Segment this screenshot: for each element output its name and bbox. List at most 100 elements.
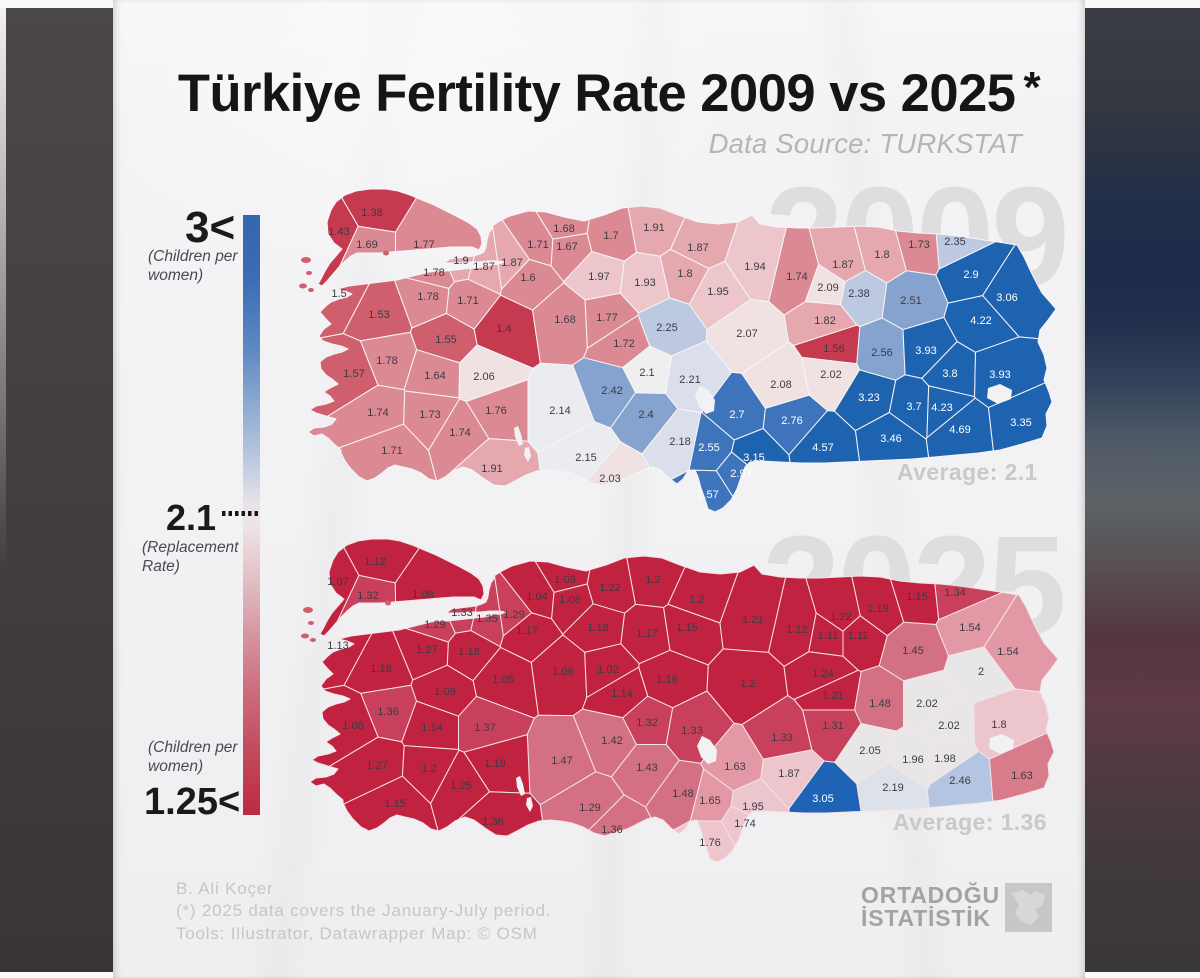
svg-text:1.38: 1.38 bbox=[361, 207, 382, 219]
svg-text:1.34: 1.34 bbox=[944, 587, 965, 599]
svg-text:1.36: 1.36 bbox=[482, 816, 503, 828]
svg-text:1.13: 1.13 bbox=[327, 640, 348, 652]
svg-text:4.57: 4.57 bbox=[812, 442, 833, 454]
svg-text:1.5: 1.5 bbox=[331, 288, 346, 300]
svg-text:2.21: 2.21 bbox=[679, 374, 700, 386]
svg-text:1.47: 1.47 bbox=[551, 755, 572, 767]
svg-text:2.1: 2.1 bbox=[639, 367, 654, 379]
svg-text:1.15: 1.15 bbox=[676, 622, 697, 634]
svg-text:2.76: 2.76 bbox=[781, 415, 802, 427]
svg-text:1.69: 1.69 bbox=[356, 239, 377, 251]
svg-text:3.7: 3.7 bbox=[906, 401, 921, 413]
svg-text:1.2: 1.2 bbox=[689, 594, 704, 606]
svg-text:1.95: 1.95 bbox=[707, 286, 728, 298]
svg-text:1.12: 1.12 bbox=[786, 624, 807, 636]
svg-text:1.8: 1.8 bbox=[874, 249, 889, 261]
svg-text:3.15: 3.15 bbox=[743, 452, 764, 464]
svg-text:1.06: 1.06 bbox=[342, 720, 363, 732]
svg-text:1.36: 1.36 bbox=[377, 706, 398, 718]
svg-text:1.21: 1.21 bbox=[822, 690, 843, 702]
svg-text:1.43: 1.43 bbox=[328, 226, 349, 238]
svg-text:1.22: 1.22 bbox=[599, 582, 620, 594]
svg-text:1.76: 1.76 bbox=[699, 837, 720, 849]
svg-text:3.8: 3.8 bbox=[942, 368, 957, 380]
svg-text:1.71: 1.71 bbox=[381, 445, 402, 457]
svg-text:1.18: 1.18 bbox=[587, 622, 608, 634]
svg-text:2.05: 2.05 bbox=[859, 745, 880, 757]
svg-text:2.51: 2.51 bbox=[900, 295, 921, 307]
svg-text:1.15: 1.15 bbox=[384, 798, 405, 810]
svg-text:2.02: 2.02 bbox=[938, 720, 959, 732]
svg-text:1.33: 1.33 bbox=[771, 732, 792, 744]
svg-text:1.42: 1.42 bbox=[601, 735, 622, 747]
svg-text:2.93: 2.93 bbox=[730, 468, 751, 480]
svg-text:1.48: 1.48 bbox=[869, 698, 890, 710]
svg-text:2.46: 2.46 bbox=[949, 775, 970, 787]
svg-text:1.74: 1.74 bbox=[786, 271, 807, 283]
svg-text:1.57: 1.57 bbox=[343, 368, 364, 380]
svg-text:1.18: 1.18 bbox=[458, 646, 479, 658]
svg-text:1.74: 1.74 bbox=[449, 427, 470, 439]
svg-text:1.74: 1.74 bbox=[367, 407, 388, 419]
svg-text:4.22: 4.22 bbox=[970, 315, 991, 327]
svg-text:2.56: 2.56 bbox=[871, 347, 892, 359]
svg-text:1.35: 1.35 bbox=[476, 613, 497, 625]
svg-text:1.05: 1.05 bbox=[492, 674, 513, 686]
svg-text:2.15: 2.15 bbox=[575, 452, 596, 464]
svg-text:2.02: 2.02 bbox=[916, 698, 937, 710]
svg-text:1.36: 1.36 bbox=[601, 824, 622, 836]
svg-text:1.55: 1.55 bbox=[435, 334, 456, 346]
svg-text:1.98: 1.98 bbox=[934, 753, 955, 765]
svg-text:2.03: 2.03 bbox=[599, 473, 620, 485]
svg-text:1.2: 1.2 bbox=[740, 678, 755, 690]
svg-text:1.14: 1.14 bbox=[421, 722, 442, 734]
svg-text:1.94: 1.94 bbox=[744, 261, 765, 273]
svg-text:2.07: 2.07 bbox=[736, 328, 757, 340]
svg-text:1.18: 1.18 bbox=[370, 663, 391, 675]
svg-text:1.93: 1.93 bbox=[634, 277, 655, 289]
svg-text:1.27: 1.27 bbox=[416, 644, 437, 656]
svg-text:2.42: 2.42 bbox=[601, 385, 622, 397]
svg-text:1.8: 1.8 bbox=[677, 268, 692, 280]
svg-text:1.08: 1.08 bbox=[412, 589, 433, 601]
svg-text:1.6: 1.6 bbox=[520, 272, 535, 284]
svg-text:1.76: 1.76 bbox=[485, 405, 506, 417]
svg-text:3.23: 3.23 bbox=[858, 392, 879, 404]
svg-text:2.25: 2.25 bbox=[656, 322, 677, 334]
svg-text:1.68: 1.68 bbox=[553, 223, 574, 235]
svg-text:2.38: 2.38 bbox=[848, 288, 869, 300]
svg-text:1.82: 1.82 bbox=[814, 315, 835, 327]
svg-text:1.95: 1.95 bbox=[742, 801, 763, 813]
svg-text:3.05: 3.05 bbox=[812, 793, 833, 805]
svg-text:1.27: 1.27 bbox=[366, 760, 387, 772]
svg-text:1.64: 1.64 bbox=[424, 370, 445, 382]
svg-text:1.56: 1.56 bbox=[823, 343, 844, 355]
svg-text:2.02: 2.02 bbox=[820, 369, 841, 381]
svg-text:1.87: 1.87 bbox=[501, 257, 522, 269]
svg-text:4.69: 4.69 bbox=[949, 424, 970, 436]
svg-text:1.72: 1.72 bbox=[613, 338, 634, 350]
svg-text:3.35: 3.35 bbox=[1010, 417, 1031, 429]
svg-text:1.7: 1.7 bbox=[603, 230, 618, 242]
svg-text:1.29: 1.29 bbox=[503, 609, 524, 621]
svg-text:1.63: 1.63 bbox=[1011, 770, 1032, 782]
svg-text:1.96: 1.96 bbox=[902, 754, 923, 766]
svg-text:1.33: 1.33 bbox=[451, 607, 472, 619]
svg-text:1.73: 1.73 bbox=[908, 239, 929, 251]
svg-text:1.77: 1.77 bbox=[596, 312, 617, 324]
svg-text:2.7: 2.7 bbox=[729, 409, 744, 421]
svg-text:1.19: 1.19 bbox=[484, 758, 505, 770]
svg-text:1.06: 1.06 bbox=[552, 666, 573, 678]
svg-text:1.15: 1.15 bbox=[906, 591, 927, 603]
svg-text:4.23: 4.23 bbox=[931, 402, 952, 414]
svg-text:1.02: 1.02 bbox=[597, 664, 618, 676]
svg-text:2.35: 2.35 bbox=[944, 236, 965, 248]
svg-text:2.09: 2.09 bbox=[817, 282, 838, 294]
svg-text:1.2: 1.2 bbox=[421, 763, 436, 775]
svg-text:1.53: 1.53 bbox=[368, 309, 389, 321]
svg-text:2.9: 2.9 bbox=[963, 269, 978, 281]
svg-text:3.93: 3.93 bbox=[915, 345, 936, 357]
svg-text:1.74: 1.74 bbox=[734, 818, 755, 830]
svg-text:1.07: 1.07 bbox=[327, 576, 348, 588]
svg-text:1.14: 1.14 bbox=[611, 688, 632, 700]
